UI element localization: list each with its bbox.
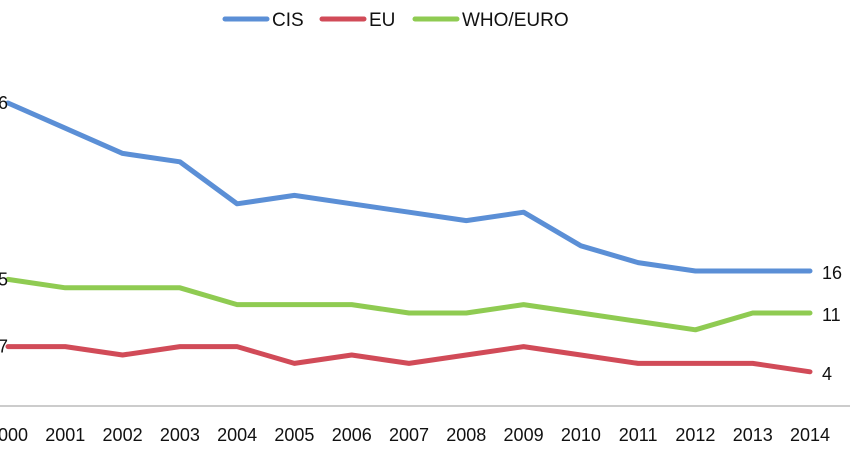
end-label-eu: 4 (822, 364, 832, 384)
end-label-who-euro: 11 (822, 305, 841, 325)
x-tick-label-2010: 2010 (561, 425, 601, 445)
series-line-who-euro (5, 276, 813, 333)
legend-label-who-euro: WHO/EURO (462, 10, 569, 31)
series-line-eu (5, 344, 813, 375)
x-axis: 2000 2001 2002 2003 2004 2005 2006 2007 2008 2009… (0, 405, 850, 445)
x-tick-label-2005: 2005 (274, 425, 314, 445)
x-tick-label-2013: 2013 (733, 425, 773, 445)
data-labels: 36 16 7 4 15 11 (0, 93, 842, 384)
x-tick-label-2004: 2004 (217, 425, 257, 445)
x-tick-label-2008: 2008 (446, 425, 486, 445)
x-tick-label-2006: 2006 (332, 425, 372, 445)
legend-label-eu: EU (369, 10, 395, 31)
x-tick-label-2014: 2014 (790, 425, 830, 445)
x-tick-label-2002: 2002 (103, 425, 143, 445)
x-tick-label-2009: 2009 (504, 425, 544, 445)
legend: CIS EU WHO/EURO (222, 10, 569, 31)
start-label-eu: 7 (0, 337, 8, 357)
x-tick-label-2012: 2012 (675, 425, 715, 445)
x-tick-label-2001: 2001 (45, 425, 85, 445)
series-lines (5, 100, 813, 375)
x-tick-label-2007: 2007 (389, 425, 429, 445)
start-label-who-euro: 15 (0, 269, 8, 289)
legend-label-cis: CIS (272, 10, 304, 31)
end-label-cis: 16 (822, 263, 842, 283)
x-tick-label-2003: 2003 (160, 425, 200, 445)
x-tick-label-2011: 2011 (619, 425, 658, 445)
series-line-cis (5, 100, 813, 274)
start-label-cis: 36 (0, 93, 8, 113)
x-tick-label-2000: 2000 (0, 425, 28, 445)
